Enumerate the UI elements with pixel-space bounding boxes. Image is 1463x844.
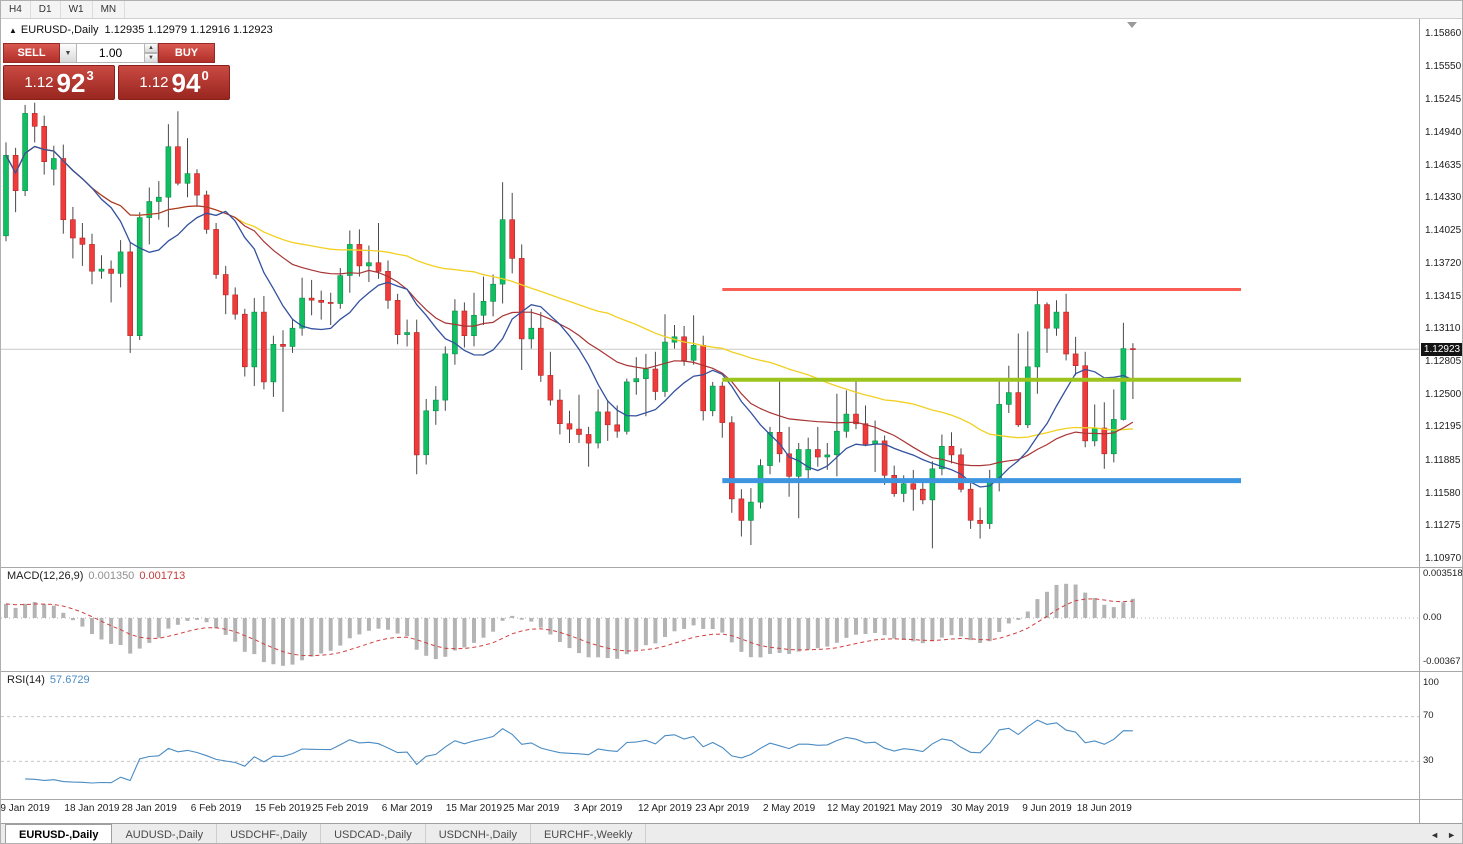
timeframe-toolbar: H4 D1 W1 MN (1, 1, 1462, 19)
volume-decrement-button[interactable]: ▼ (145, 53, 158, 63)
rsi-timeaxis-divider (1, 799, 1462, 800)
volume-increment-button[interactable]: ▲ (145, 43, 158, 53)
price-axis-label: 1.10970 (1425, 553, 1462, 564)
time-axis-label: 12 Apr 2019 (637, 803, 692, 814)
macd-name: MACD(12,26,9) (7, 570, 84, 582)
time-axis-label: 9 Jan 2019 (0, 803, 50, 814)
chart-tab[interactable]: USDCNH-,Daily (426, 824, 531, 843)
price-axis-label: 1.14330 (1425, 192, 1462, 204)
price-axis-label: 1.13110 (1425, 323, 1461, 335)
price-axis-label: 1.13720 (1425, 257, 1462, 269)
price-axis[interactable]: 1.12923 1.15860 1.15550 1.15245 1.14940 1.14… (1419, 18, 1462, 823)
time-axis[interactable]: 9 Jan 2019 18 Jan 2019 28 Jan 2019 6 Feb 20… (1, 799, 1419, 823)
price-axis-label: 1.12500 (1425, 388, 1462, 400)
timeframe-mn-button[interactable]: MN (92, 1, 126, 18)
time-axis-label: 28 Jan 2019 (121, 803, 177, 814)
volume-dropdown-button[interactable]: ▼ (60, 43, 77, 63)
time-axis-label: 25 Mar 2019 (503, 803, 560, 814)
time-axis-label: 23 Apr 2019 (695, 803, 750, 814)
time-axis-label: 25 Feb 2019 (312, 803, 369, 814)
macd-signal-value: 0.001713 (139, 570, 186, 582)
timeframe-h4-button[interactable]: H4 (1, 1, 31, 18)
time-axis-label: 15 Feb 2019 (254, 803, 312, 814)
time-axis-label: 30 May 2019 (951, 803, 1009, 814)
rsi-label: RSI(14) 57.6729 (7, 674, 95, 686)
time-axis-label: 3 Apr 2019 (573, 803, 623, 814)
sell-price-pips: 92 (56, 67, 86, 98)
chart-tab[interactable]: USDCAD-,Daily (321, 824, 426, 843)
sell-price-point: 3 (86, 68, 94, 83)
chevron-down-icon: ▼ (64, 49, 72, 57)
chart-canvas[interactable] (1, 18, 1462, 823)
macd-main-value: 0.001350 (88, 570, 135, 582)
rsi-name: RSI(14) (7, 674, 45, 686)
price-axis-label: 1.15860 (1425, 28, 1462, 39)
current-price-tag: 1.12923 (1421, 342, 1462, 356)
price-axis-label: 1.14635 (1425, 159, 1462, 171)
buy-price-display[interactable]: 1.12 94 0 (118, 65, 230, 100)
chart-tabs-scroll-left[interactable]: ◄ (1430, 829, 1440, 840)
buy-button[interactable]: BUY (158, 43, 215, 63)
chart-ohlc-values: 1.12935 1.12979 1.12916 1.12923 (104, 24, 273, 36)
sell-button[interactable]: SELL (3, 43, 60, 63)
time-axis-label: 2 May 2019 (762, 803, 816, 814)
rsi-axis-70: 70 (1423, 710, 1434, 721)
price-axis-label: 1.14940 (1425, 126, 1462, 138)
rsi-axis-100: 100 (1423, 677, 1439, 688)
macd-axis-zero: 0.00 (1423, 612, 1442, 623)
price-axis-label: 1.11885 (1425, 454, 1461, 466)
price-axis-label: 1.11275 (1425, 520, 1461, 532)
price-up-arrow-icon: ▲ (9, 26, 17, 35)
time-axis-label: 6 Feb 2019 (190, 803, 242, 814)
chart-macd-divider[interactable] (1, 567, 1462, 568)
chart-tab[interactable]: EURUSD-,Daily (5, 824, 113, 843)
price-axis-label: 1.12195 (1425, 421, 1462, 433)
time-axis-label: 21 May 2019 (884, 803, 943, 814)
time-axis-label: 15 Mar 2019 (445, 803, 503, 814)
price-axis-label: 1.15245 (1425, 94, 1462, 106)
price-axis-label: 1.13415 (1425, 290, 1462, 302)
chart-tab-bar: EURUSD-,Daily AUDUSD-,Daily USDCHF-,Daily U… (1, 823, 1462, 843)
time-axis-label: 6 Mar 2019 (381, 803, 433, 814)
chart-tabs-nav: ◄ ► (1422, 824, 1462, 843)
volume-input[interactable] (77, 43, 145, 63)
chart-tab[interactable]: EURCHF-,Weekly (531, 824, 647, 843)
price-axis-label: 1.15550 (1425, 61, 1462, 73)
volume-stepper: ▲ ▼ (145, 43, 158, 63)
buy-price-prefix: 1.12 (139, 74, 169, 91)
sell-price-prefix: 1.12 (24, 74, 54, 91)
price-axis-label: 1.11580 (1425, 487, 1461, 499)
macd-label: MACD(12,26,9) 0.001350 0.001713 (7, 570, 190, 582)
chart-tabs-scroll-right[interactable]: ► (1447, 829, 1456, 840)
macd-axis-top: 0.003518 (1423, 568, 1463, 579)
sell-price-display[interactable]: 1.12 92 3 (3, 65, 115, 100)
time-axis-label: 9 Jun 2019 (1022, 803, 1072, 814)
chart-tab[interactable]: USDCHF-,Daily (217, 824, 322, 843)
macd-rsi-divider[interactable] (1, 671, 1462, 672)
buy-price-pips: 94 (171, 67, 201, 98)
chart-end-marker-icon (1127, 22, 1137, 28)
price-axis-label: 1.14025 (1425, 225, 1462, 236)
chart-symbol-period: EURUSD-,Daily (20, 24, 99, 36)
chart-ohlc-header: ▲ EURUSD-,Daily 1.12935 1.12979 1.12916 1.… (9, 24, 273, 36)
time-axis-label: 18 Jun 2019 (1076, 803, 1132, 814)
time-axis-label: 18 Jan 2019 (64, 803, 120, 814)
timeframe-d1-button[interactable]: D1 (30, 1, 61, 18)
time-axis-label: 12 May 2019 (827, 803, 885, 814)
macd-axis-bottom: -0.00367 (1423, 656, 1461, 667)
rsi-axis-30: 30 (1423, 755, 1434, 766)
chart-tab[interactable]: AUDUSD-,Daily (112, 824, 218, 843)
buy-price-point: 0 (201, 68, 209, 83)
timeframe-w1-button[interactable]: W1 (60, 1, 93, 18)
price-axis-label: 1.12805 (1425, 355, 1462, 367)
rsi-value: 57.6729 (49, 674, 90, 686)
